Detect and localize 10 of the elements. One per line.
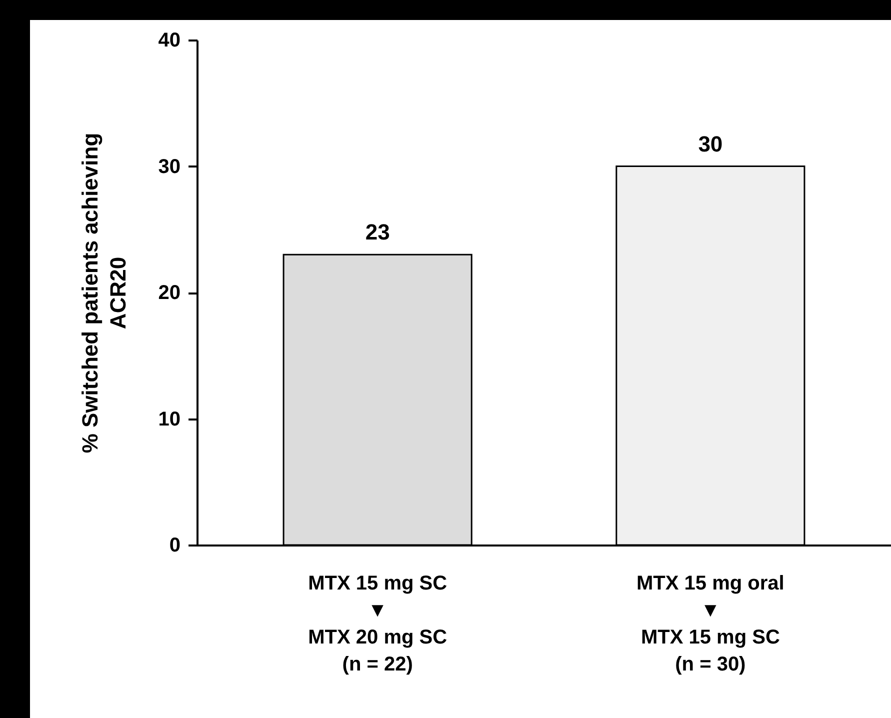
- y-axis-title: % Switched patients achieving ACR20: [77, 132, 130, 454]
- y-tick-label: 10: [158, 408, 180, 430]
- data-label: 23: [365, 220, 390, 245]
- data-label: 30: [698, 131, 723, 156]
- y-tick-label: 20: [158, 282, 180, 304]
- x-tick-label: MTX 15 mg oral ▼ MTX 15 mg SC (n = 30): [636, 572, 784, 676]
- y-tick-label: 40: [158, 30, 180, 52]
- y-tick-label: 0: [169, 534, 180, 556]
- x-tick-label: MTX 15 mg SC ▼ MTX 20 mg SC (n = 22): [308, 572, 448, 676]
- y-tick-label: 30: [158, 156, 180, 178]
